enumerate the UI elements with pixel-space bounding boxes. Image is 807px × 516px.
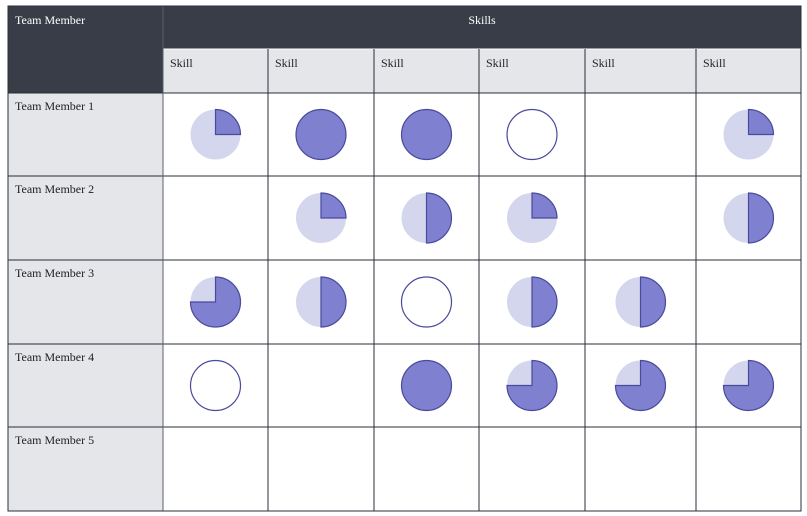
row-label-bg [8,344,163,427]
harvey-ball [506,359,558,412]
row-label: Team Member 2 [15,182,94,196]
harvey-ball [747,192,775,244]
harvey-ball [400,276,453,328]
harvey-ball [747,108,775,136]
column-header: Skill [592,56,615,70]
harvey-ball [639,276,667,328]
column-header: Skill [275,56,298,70]
row-label: Team Member 3 [15,266,94,280]
corner-header: Team Member [15,13,85,27]
column-header: Skill [381,56,404,70]
harvey-ball [295,108,347,161]
harvey-ball [531,276,558,328]
row-label: Team Member 5 [15,433,94,447]
row-label-bg [8,176,163,260]
group-header: Skills [468,13,496,27]
harvey-ball [320,276,347,328]
column-header: Skill [703,56,726,70]
column-header: Skill [170,56,193,70]
row-label-bg [8,427,163,511]
row-label: Team Member 4 [15,350,94,364]
column-header: Skill [486,56,509,70]
harvey-ball [531,192,558,219]
harvey-ball [506,108,558,161]
harvey-ball [400,108,453,161]
harvey-ball [425,192,453,244]
row-label: Team Member 1 [15,99,94,113]
subheader-bg [163,49,801,93]
harvey-ball [320,192,347,219]
harvey-ball [189,359,242,412]
harvey-ball [722,359,775,412]
harvey-ball [614,359,667,412]
row-label-bg [8,93,163,176]
table-border [7,5,802,512]
harvey-ball [189,276,242,328]
harvey-ball [214,108,242,136]
row-label-bg [8,260,163,344]
harvey-ball [400,359,453,412]
